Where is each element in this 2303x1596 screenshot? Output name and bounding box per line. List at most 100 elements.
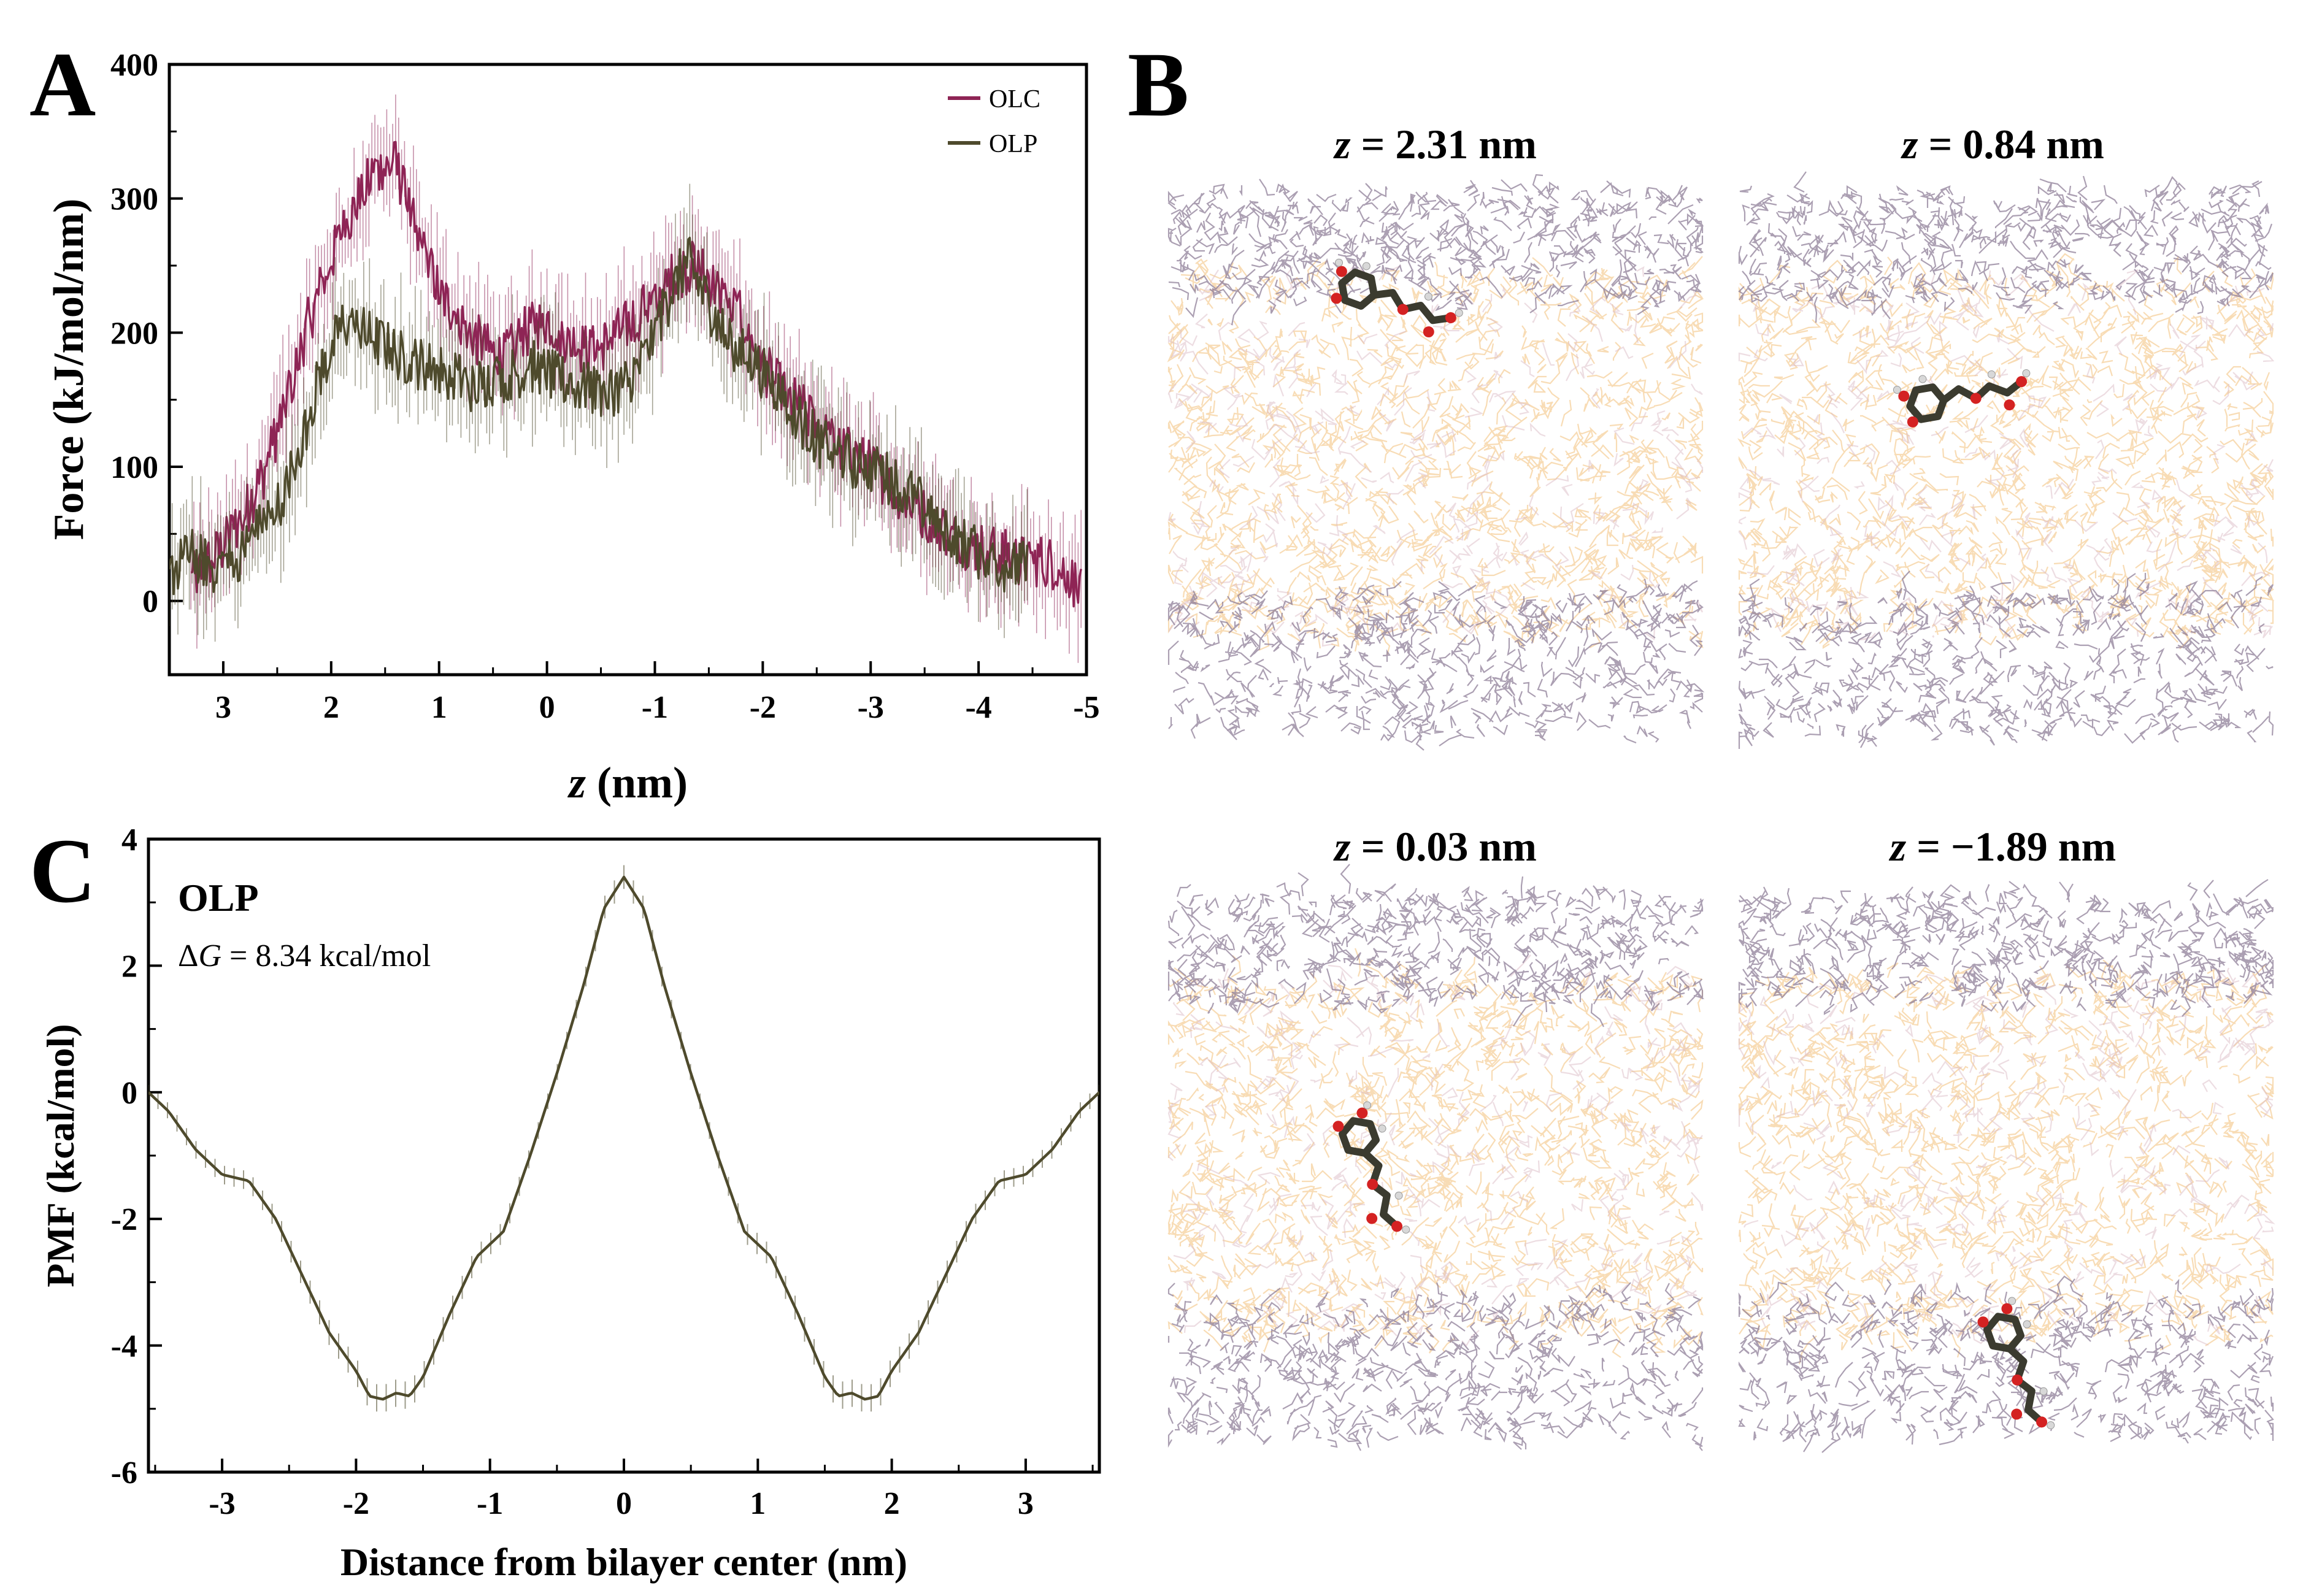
c-ytick-label: 4 xyxy=(121,823,137,857)
snapshot-2-label: z = 0.84 nm xyxy=(1901,121,2104,167)
c-xtick-label: 2 xyxy=(884,1486,900,1521)
lipid-headgroups-top xyxy=(1167,864,1705,1027)
hydrogen-atom xyxy=(2039,1387,2048,1395)
a-xtick-label: -2 xyxy=(750,690,776,725)
panel-a-xlabel-var: z xyxy=(567,758,586,807)
panel-c: C -3 -2 -1 0 1 2 3 -6 -4 -2 0 2 4 OLP ΔG = 8.34 kcal… xyxy=(29,820,1101,1584)
panel-a-ticks: 3 2 1 0 -1 -2 -3 -4 -5 0 100 200 300 400 xyxy=(110,48,1100,725)
molecule-ring xyxy=(1906,383,1948,423)
hydrogen-atom xyxy=(1378,1124,1386,1133)
c-xtick-label: -2 xyxy=(343,1486,369,1521)
c-xtick-label: 1 xyxy=(750,1486,766,1521)
panel-c-letter: C xyxy=(29,820,96,922)
a-xtick-label: -5 xyxy=(1073,690,1099,725)
lipid-headgroups-top xyxy=(1738,171,2274,323)
lipid-headgroups-bottom xyxy=(1167,1282,1704,1451)
hydrogen-atom xyxy=(2008,1297,2017,1305)
a-errorbars-olc xyxy=(190,94,1082,663)
c-xtick-label: -1 xyxy=(477,1486,503,1521)
a-xtick-label: -1 xyxy=(642,690,668,725)
panel-a-letter: A xyxy=(29,34,96,136)
snapshot-1-value: = 2.31 nm xyxy=(1351,121,1537,167)
oxygen-atom xyxy=(1332,1121,1344,1132)
lipid-tails-alt xyxy=(1738,967,2275,1348)
c-xtick-label: 3 xyxy=(1018,1486,1034,1521)
c-xtick-label: 0 xyxy=(616,1486,632,1521)
oxygen-atom xyxy=(2011,1408,2023,1420)
molecule-chain xyxy=(2006,1345,2046,1426)
molecule-ring xyxy=(1338,268,1378,310)
oxygen-atom xyxy=(1367,1178,1378,1190)
snapshot-1-bilayer xyxy=(1167,174,1705,751)
hydrogen-atom xyxy=(1893,386,1901,394)
snapshot-3-var: z xyxy=(1333,823,1351,870)
oxygen-atom xyxy=(1397,304,1409,315)
lipid-tails xyxy=(1167,256,1704,656)
panel-c-ylabel: PMF (kcal/mol) xyxy=(39,1024,82,1287)
a-ytick-label: 100 xyxy=(110,450,158,485)
oxygen-atom xyxy=(1331,293,1342,304)
panel-a-ylabel: Force (kJ/mol/nm) xyxy=(45,199,93,540)
panel-b-letter: B xyxy=(1128,34,1189,136)
hydrogen-atom xyxy=(1362,262,1371,270)
a-ytick-label: 300 xyxy=(110,182,158,217)
hydrogen-atom xyxy=(1424,292,1432,301)
snapshot-3-label: z = 0.03 nm xyxy=(1333,823,1537,870)
oxygen-atom xyxy=(1356,1107,1368,1119)
oxygen-atom xyxy=(1445,312,1456,324)
c-pmf-line xyxy=(148,875,1099,1401)
oxygen-atom xyxy=(1977,1316,1989,1328)
snapshot-4-bilayer xyxy=(1738,879,2275,1453)
dg-value: = 8.34 kcal/mol xyxy=(221,938,431,973)
dg-delta: Δ xyxy=(178,938,198,973)
panel-c-xlabel: Distance from bilayer center (nm) xyxy=(340,1540,907,1584)
panel-b: B z = 2.31 nm z = 0.84 nm z = 0.03 nm z … xyxy=(1128,34,2275,1453)
snapshot-4-molecule xyxy=(1977,1297,2055,1430)
c-ytick-label: 0 xyxy=(121,1076,137,1111)
a-xtick-label: -3 xyxy=(858,690,884,725)
molecule-chain xyxy=(1940,378,2026,404)
legend-olc-label: OLC xyxy=(989,85,1040,113)
a-line-olp xyxy=(169,236,1029,596)
hydrogen-atom xyxy=(1363,1101,1372,1110)
panel-c-ticks: -3 -2 -1 0 1 2 3 -6 -4 -2 0 2 4 xyxy=(111,823,1094,1521)
lipid-headgroups-top xyxy=(1167,174,1704,326)
molecule-chain xyxy=(1370,289,1455,324)
snapshot-3-value: = 0.03 nm xyxy=(1351,823,1537,870)
snapshot-4-value: = −1.89 nm xyxy=(1906,823,2116,870)
a-xtick-label: 0 xyxy=(539,690,555,725)
panel-a-xlabel-unit: (nm) xyxy=(586,758,688,807)
a-series-olc xyxy=(190,94,1082,663)
snapshot-1-var: z xyxy=(1333,121,1351,167)
panel-a: A 3 2 1 0 -1 -2 -3 -4 -5 0 100 200 300 400 OLC OLP Fo… xyxy=(29,34,1100,807)
snapshot-1-molecule xyxy=(1331,258,1463,338)
c-ytick-label: -6 xyxy=(111,1456,137,1490)
snapshot-2-var: z xyxy=(1901,121,1918,167)
panel-a-legend: OLC OLP xyxy=(948,85,1040,158)
hydrogen-atom xyxy=(1455,309,1463,317)
a-ytick-label: 0 xyxy=(142,585,158,620)
snapshot-3-molecule xyxy=(1332,1101,1410,1234)
c-ytick-label: 2 xyxy=(121,949,137,984)
lipid-headgroups-bottom xyxy=(1738,570,2274,749)
c-ytick-label: -4 xyxy=(111,1329,137,1364)
molecule-chain xyxy=(1361,1149,1401,1230)
oxygen-atom xyxy=(1970,393,1982,404)
panel-a-xlabel: z (nm) xyxy=(567,758,688,807)
molecule-ring xyxy=(1983,1313,2025,1352)
lipid-headgroups-bottom xyxy=(1167,578,1705,751)
molecule-ring xyxy=(1338,1117,1380,1157)
a-ytick-label: 400 xyxy=(110,48,158,83)
a-xtick-label: 2 xyxy=(323,690,339,725)
oxygen-atom xyxy=(1907,416,1918,428)
hydrogen-atom xyxy=(1402,1226,1410,1234)
lipid-headgroups-top xyxy=(1738,879,2274,1017)
a-xtick-label: 1 xyxy=(431,690,447,725)
a-xtick-label: 3 xyxy=(215,690,231,725)
hydrogen-atom xyxy=(2022,369,2031,378)
panel-c-axes-frame xyxy=(147,837,1101,1474)
snapshot-4-label: z = −1.89 nm xyxy=(1889,823,2116,870)
oxygen-atom xyxy=(1898,390,1910,402)
oxygen-atom xyxy=(2012,1374,2023,1386)
